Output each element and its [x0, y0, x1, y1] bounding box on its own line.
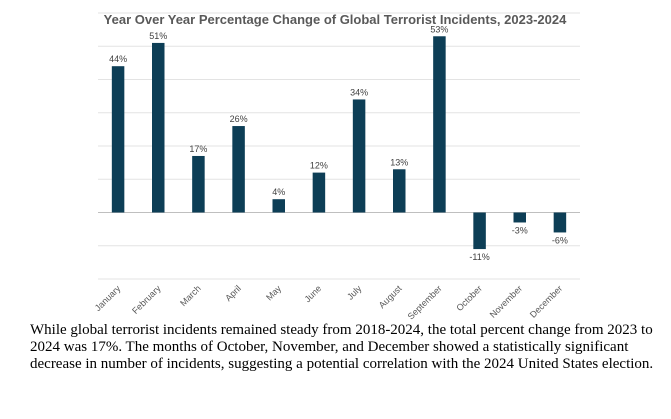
data-label-february: 51%	[149, 31, 167, 41]
bar-march	[192, 155, 205, 213]
x-tick-label-october: October	[454, 283, 484, 313]
bar-february	[152, 42, 165, 213]
data-label-april: 26%	[230, 114, 248, 124]
data-label-december: -6%	[552, 235, 568, 245]
bar-august	[393, 169, 406, 213]
x-tick-label-august: August	[377, 283, 404, 310]
x-tick-label-january: January	[93, 283, 123, 313]
bar-july	[352, 99, 366, 213]
bar-december	[553, 212, 567, 233]
x-tick-label-december: December	[528, 283, 564, 319]
x-tick-label-may: May	[264, 283, 283, 302]
x-tick-label-february: February	[130, 283, 163, 316]
data-labels: 44% 51% 17% 26% 4% 12% 34% 13% 53% -11% -3% -6%	[109, 24, 568, 262]
data-label-june: 12%	[310, 161, 328, 171]
bar-chart: Year Over Year Percentage Change of Glob…	[93, 12, 580, 320]
data-label-october: -11%	[469, 252, 489, 262]
gridlines	[98, 12, 580, 280]
bar-april	[232, 126, 245, 213]
x-tick-label-september: September	[406, 283, 444, 320]
x-tick-label-april: April	[223, 283, 243, 303]
x-tick-labels: January February March April May June July Augu…	[93, 283, 565, 320]
bar-may	[272, 199, 285, 213]
data-label-november: -3%	[512, 225, 528, 235]
data-label-may: 4%	[272, 187, 285, 197]
x-tick-label-november: November	[488, 283, 524, 319]
data-label-july: 34%	[350, 87, 368, 97]
data-label-january: 44%	[109, 54, 127, 64]
data-label-august: 13%	[390, 157, 408, 167]
bar-september	[433, 36, 446, 213]
x-tick-label-march: March	[178, 283, 203, 308]
chart-title: Year Over Year Percentage Change of Glob…	[104, 12, 567, 27]
chart: Year Over Year Percentage Change of Glob…	[93, 12, 580, 320]
bar-november	[513, 212, 526, 223]
x-tick-label-june: June	[302, 283, 323, 304]
data-label-september: 53%	[430, 24, 448, 34]
data-label-march: 17%	[189, 144, 207, 154]
bar-january	[111, 66, 125, 213]
bar-june	[312, 172, 326, 213]
chart-caption: While global terrorist incidents remaine…	[30, 322, 654, 372]
x-tick-label-july: July	[345, 283, 364, 302]
bars	[111, 36, 567, 250]
bar-october	[473, 212, 486, 250]
